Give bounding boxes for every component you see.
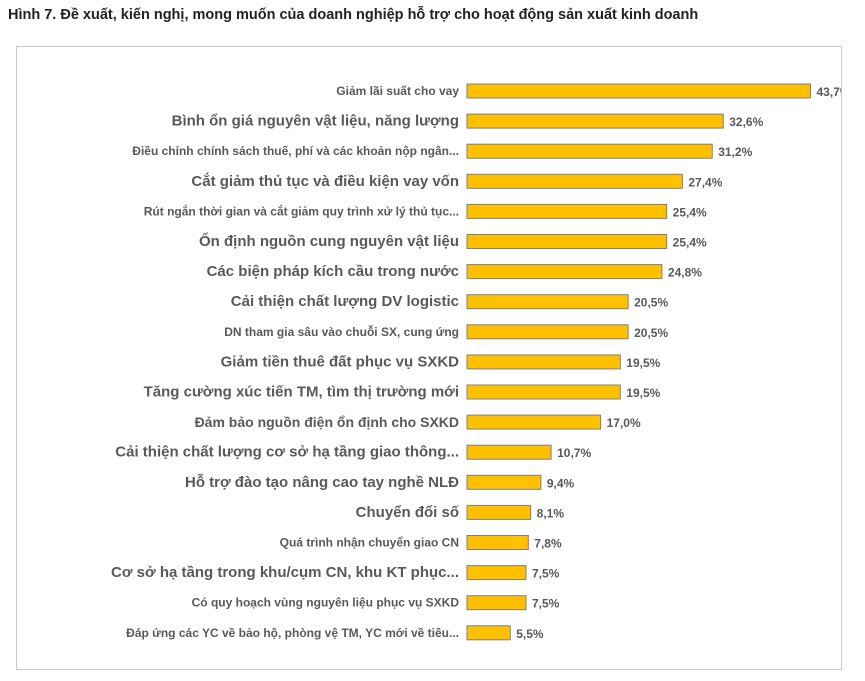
bar xyxy=(466,444,552,460)
bar xyxy=(466,264,663,280)
value-label: 27,4% xyxy=(688,175,722,189)
category-label: Chuyển đổi số xyxy=(356,504,459,521)
category-label: Các biện pháp kích cầu trong nước xyxy=(207,263,459,280)
category-label: Điều chỉnh chính sách thuế, phí và các k… xyxy=(132,144,459,158)
value-label: 20,5% xyxy=(634,296,668,310)
bar-chart: Giảm lãi suất cho vay 43,7% Bình ổn giá ng… xyxy=(111,83,841,641)
value-label: 43,7% xyxy=(816,85,841,99)
bar xyxy=(466,625,511,641)
value-label: 10,7% xyxy=(557,446,591,460)
category-label: Đáp ứng các YC về bảo hộ, phòng vệ TM, Y… xyxy=(126,626,459,640)
category-label: Cải thiện chất lượng cơ sở hạ tầng giao … xyxy=(115,444,459,461)
bar xyxy=(466,324,629,340)
bar xyxy=(466,384,621,400)
bar xyxy=(466,474,542,490)
value-label: 7,5% xyxy=(532,567,560,581)
value-label: 31,2% xyxy=(718,145,752,159)
category-label: Tăng cường xúc tiến TM, tìm thị trường m… xyxy=(144,384,459,401)
bar xyxy=(466,354,621,370)
bar xyxy=(466,173,683,189)
value-label: 9,4% xyxy=(547,476,575,490)
bar xyxy=(466,234,668,249)
category-label: Ổn định nguồn cung nguyên vật liệu xyxy=(199,232,459,250)
bar xyxy=(466,143,713,159)
value-label: 20,5% xyxy=(634,326,668,340)
category-label: Quá trình nhận chuyển giao CN xyxy=(280,536,459,550)
category-label: Giảm lãi suất cho vay xyxy=(336,84,459,98)
value-label: 25,4% xyxy=(673,205,707,219)
category-label: Cải thiện chất lượng DV logistic xyxy=(231,293,459,310)
category-label: Có quy hoạch vùng nguyên liệu phục vụ SX… xyxy=(192,596,460,610)
category-label: Giảm tiền thuê đất phục vụ SXKD xyxy=(221,353,460,370)
category-label: Cơ sở hạ tầng trong khu/cụm CN, khu KT p… xyxy=(111,564,459,581)
value-label: 19,5% xyxy=(626,356,660,370)
value-label: 8,1% xyxy=(537,506,565,520)
category-label: Hỗ trợ đào tạo nâng cao tay nghề NLĐ xyxy=(185,474,459,491)
bar xyxy=(466,595,527,611)
value-label: 17,0% xyxy=(607,416,641,430)
category-label: Cắt giảm thủ tục và điều kiện vay vốn xyxy=(191,172,459,190)
value-label: 32,6% xyxy=(729,115,763,129)
value-label: 5,5% xyxy=(516,627,544,641)
chart-frame: Giảm lãi suất cho vay 43,7% Bình ổn giá ng… xyxy=(16,46,842,670)
category-label: Bình ổn giá nguyên vật liệu, năng lượng xyxy=(172,113,459,130)
figure-title: Hình 7. Đề xuất, kiến nghị, mong muốn củ… xyxy=(8,7,699,23)
value-label: 24,8% xyxy=(668,266,702,280)
category-label: DN tham gia sâu vào chuỗi SX, cung ứng xyxy=(224,324,459,339)
bar xyxy=(466,535,529,550)
bar xyxy=(466,504,532,520)
bar xyxy=(466,565,527,581)
bar xyxy=(466,113,724,129)
category-label: Rút ngắn thời gian và cắt giảm quy trình… xyxy=(144,203,459,218)
bar xyxy=(466,203,668,219)
bar xyxy=(466,294,629,310)
value-label: 25,4% xyxy=(673,236,707,250)
value-label: 7,5% xyxy=(532,597,560,611)
value-label: 19,5% xyxy=(626,386,660,400)
value-label: 7,8% xyxy=(534,537,562,551)
bar xyxy=(466,83,811,99)
category-label: Đảm bảo nguồn điện ổn định cho SXKD xyxy=(195,414,459,430)
bar xyxy=(466,414,602,430)
